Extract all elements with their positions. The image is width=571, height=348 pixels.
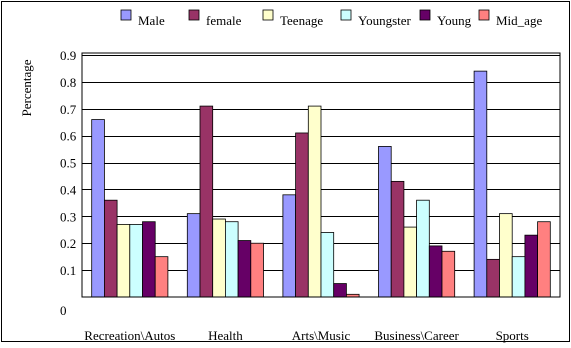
x-category-label: Arts\Music [292, 328, 351, 343]
legend-label: Young [437, 13, 472, 28]
y-tick-label: 0.1 [60, 263, 76, 278]
legend-swatch [478, 9, 490, 21]
bar [378, 146, 392, 298]
bar [116, 223, 131, 298]
bar [473, 70, 488, 298]
x-category-label: Sports [496, 328, 529, 343]
bar [250, 242, 264, 298]
bar [511, 256, 526, 298]
bar [282, 194, 296, 298]
x-category-label: Health [208, 328, 243, 343]
bar [537, 221, 551, 298]
legend-label: Teenage [280, 13, 323, 28]
legend-label: Youngster [358, 13, 412, 28]
y-tick-labels: 0 0.1 0.2 0.3 0.4 0.5 0.6 0.7 0.8 0.9 [60, 48, 77, 318]
y-tick-label: 0.2 [60, 236, 76, 251]
legend-label: Mid_age [496, 13, 542, 28]
bar [154, 256, 169, 298]
bar [403, 226, 417, 298]
legend-label: Male [138, 13, 165, 28]
bar [237, 240, 252, 298]
y-tick-label: 0.9 [60, 48, 76, 63]
legend: Male female Teenage Youngster Young Mid_age [120, 9, 542, 28]
bar [104, 199, 118, 298]
bar [212, 218, 226, 298]
bar [295, 132, 309, 298]
bar [199, 105, 214, 298]
y-tick-label: 0.7 [60, 102, 77, 117]
x-category-labels: Recreation\Autos Health Arts\Music Business… [84, 328, 529, 343]
bars [91, 70, 551, 298]
legend-label: female [206, 13, 242, 28]
bar [333, 283, 347, 298]
bar [91, 119, 105, 298]
bar [307, 105, 322, 298]
y-axis-label: Percentage [19, 59, 34, 116]
bar [499, 213, 513, 298]
bar [486, 258, 500, 298]
bar [428, 245, 443, 298]
bar [320, 232, 335, 298]
x-category-label: Business\Career [374, 328, 459, 343]
y-tick-label: 0.6 [60, 129, 77, 144]
bar [186, 213, 201, 298]
legend-swatch [262, 9, 274, 21]
bar [224, 221, 239, 298]
legend-swatch [419, 9, 431, 21]
legend-swatch [188, 9, 200, 21]
x-category-label: Recreation\Autos [84, 328, 175, 343]
bar [524, 234, 539, 298]
bar [129, 223, 143, 298]
bar [390, 180, 405, 298]
y-tick-label: 0.5 [60, 156, 76, 171]
legend-swatch [340, 9, 352, 21]
plot-area-border [81, 52, 561, 298]
y-tick-label: 0 [60, 303, 67, 318]
bar [441, 250, 456, 298]
legend-swatch [120, 9, 132, 21]
bar [416, 199, 430, 298]
y-tick-label: 0.8 [60, 75, 76, 90]
bar [142, 221, 156, 298]
y-tick-label: 0.4 [60, 182, 77, 197]
y-tick-label: 0.3 [60, 209, 76, 224]
